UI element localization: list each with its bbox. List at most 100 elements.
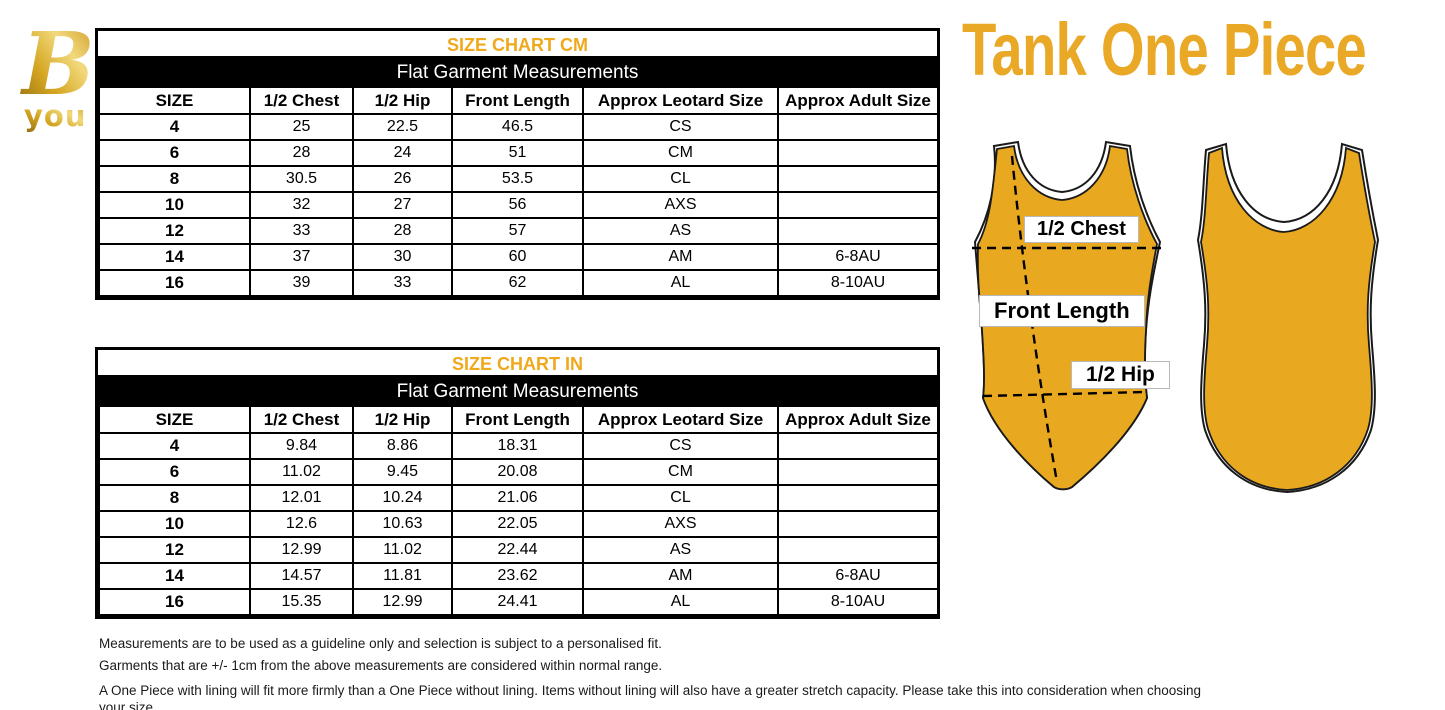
value-cell: 12.01 xyxy=(249,484,354,512)
table-row: 14 37 30 60 AM 6-8AU xyxy=(98,243,939,271)
value-cell: AS xyxy=(582,536,779,564)
value-cell: 37 xyxy=(249,243,354,271)
value-cell: 28 xyxy=(352,217,453,245)
value-cell: 46.5 xyxy=(451,113,584,141)
brand-logo: B you xyxy=(8,14,100,133)
size-cell: 16 xyxy=(98,588,251,616)
value-cell: 53.5 xyxy=(451,165,584,193)
col-header-adult-size: Approx Adult Size xyxy=(777,405,939,434)
value-cell xyxy=(777,217,939,245)
value-cell: 56 xyxy=(451,191,584,219)
value-cell: 22.5 xyxy=(352,113,453,141)
col-header-half-chest: 1/2 Chest xyxy=(249,86,354,115)
size-cell: 16 xyxy=(98,269,251,297)
size-cell: 8 xyxy=(98,165,251,193)
table-row: 8 30.5 26 53.5 CL xyxy=(98,165,939,193)
value-cell xyxy=(777,510,939,538)
front-length-dashed-line xyxy=(1010,155,1059,483)
table-title-in: SIZE CHART IN xyxy=(98,350,937,378)
size-chart-cm-table: SIZE CHART CM Flat Garment Measurements … xyxy=(95,28,940,300)
table-row: 14 14.57 11.81 23.62 AM 6-8AU xyxy=(98,562,939,590)
footnote-tolerance: Garments that are +/- 1cm from the above… xyxy=(99,658,663,673)
value-cell: 8-10AU xyxy=(777,588,939,616)
value-cell: AM xyxy=(582,562,779,590)
value-cell: AL xyxy=(582,588,779,616)
value-cell: 24 xyxy=(352,139,453,167)
size-cell: 4 xyxy=(98,432,251,460)
col-header-leotard-size: Approx Leotard Size xyxy=(582,405,779,434)
col-header-half-hip: 1/2 Hip xyxy=(352,86,453,115)
value-cell: 9.84 xyxy=(249,432,354,460)
value-cell xyxy=(777,432,939,460)
value-cell: 6-8AU xyxy=(777,562,939,590)
footnote-lining: A One Piece with lining will fit more fi… xyxy=(99,683,1202,710)
in-measurements-grid: SIZE 1/2 Chest 1/2 Hip Front Length Appr… xyxy=(98,405,939,616)
value-cell: 30.5 xyxy=(249,165,354,193)
logo-b-mark: B xyxy=(19,14,95,115)
value-cell: 25 xyxy=(249,113,354,141)
value-cell xyxy=(777,113,939,141)
size-cell: 10 xyxy=(98,510,251,538)
footnote-guideline: Measurements are to be used as a guideli… xyxy=(99,636,662,651)
table-row: 10 12.6 10.63 22.05 AXS xyxy=(98,510,939,538)
value-cell: 62 xyxy=(451,269,584,297)
col-header-front-length: Front Length xyxy=(451,86,584,115)
size-cell: 4 xyxy=(98,113,251,141)
value-cell: 22.44 xyxy=(451,536,584,564)
table-row: 4 25 22.5 46.5 CS xyxy=(98,113,939,141)
value-cell: 28 xyxy=(249,139,354,167)
value-cell xyxy=(777,139,939,167)
col-header-size: SIZE xyxy=(98,86,251,115)
table-row: 6 28 24 51 CM xyxy=(98,139,939,167)
value-cell: 18.31 xyxy=(451,432,584,460)
value-cell: 32 xyxy=(249,191,354,219)
value-cell: CM xyxy=(582,139,779,167)
size-cell: 10 xyxy=(98,191,251,219)
value-cell: AS xyxy=(582,217,779,245)
col-header-front-length: Front Length xyxy=(451,405,584,434)
table-row: 6 11.02 9.45 20.08 CM xyxy=(98,458,939,486)
col-header-half-chest: 1/2 Chest xyxy=(249,405,354,434)
size-cell: 12 xyxy=(98,217,251,245)
value-cell: AXS xyxy=(582,191,779,219)
value-cell: 8.86 xyxy=(352,432,453,460)
table-row: 4 9.84 8.86 18.31 CS xyxy=(98,432,939,460)
col-header-half-hip: 1/2 Hip xyxy=(352,405,453,434)
value-cell: 10.24 xyxy=(352,484,453,512)
table-row: 12 33 28 57 AS xyxy=(98,217,939,245)
front-length-label: Front Length xyxy=(979,295,1145,327)
value-cell: 33 xyxy=(249,217,354,245)
value-cell: AM xyxy=(582,243,779,271)
table-row: 16 39 33 62 AL 8-10AU xyxy=(98,269,939,297)
value-cell xyxy=(777,484,939,512)
size-cell: 8 xyxy=(98,484,251,512)
value-cell: 11.02 xyxy=(352,536,453,564)
value-cell: 10.63 xyxy=(352,510,453,538)
value-cell: 30 xyxy=(352,243,453,271)
logo-you-text: you xyxy=(24,99,86,132)
table-subtitle-cm: Flat Garment Measurements xyxy=(98,59,937,86)
value-cell: CS xyxy=(582,113,779,141)
value-cell xyxy=(777,165,939,193)
value-cell: 9.45 xyxy=(352,458,453,486)
col-header-leotard-size: Approx Leotard Size xyxy=(582,86,779,115)
table-row: 12 12.99 11.02 22.44 AS xyxy=(98,536,939,564)
size-cell: 14 xyxy=(98,562,251,590)
value-cell: 15.35 xyxy=(249,588,354,616)
value-cell: 60 xyxy=(451,243,584,271)
value-cell: 11.02 xyxy=(249,458,354,486)
size-cell: 14 xyxy=(98,243,251,271)
value-cell: 11.81 xyxy=(352,562,453,590)
value-cell: CM xyxy=(582,458,779,486)
value-cell: 12.99 xyxy=(352,588,453,616)
footnotes: Measurements are to be used as a guideli… xyxy=(99,635,1219,710)
table-title-cm: SIZE CHART CM xyxy=(98,31,937,59)
cm-header-row: SIZE 1/2 Chest 1/2 Hip Front Length Appr… xyxy=(98,86,939,115)
col-header-adult-size: Approx Adult Size xyxy=(777,86,939,115)
table-subtitle-in: Flat Garment Measurements xyxy=(98,378,937,405)
value-cell: CS xyxy=(582,432,779,460)
cm-measurements-grid: SIZE 1/2 Chest 1/2 Hip Front Length Appr… xyxy=(98,86,939,297)
value-cell: CL xyxy=(582,484,779,512)
brand-logo-icon: B you xyxy=(19,14,95,133)
